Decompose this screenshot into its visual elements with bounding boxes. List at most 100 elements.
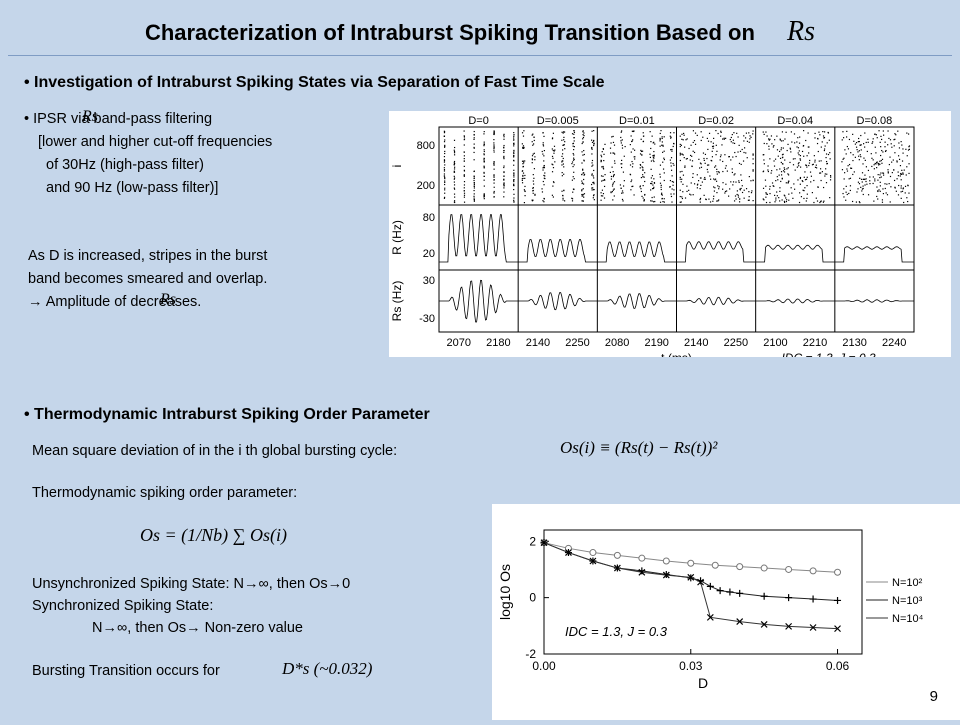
spike-dot [583, 196, 585, 198]
spike-dot [633, 156, 635, 158]
section1-heading: • Investigation of Intraburst Spiking St… [24, 74, 605, 91]
spike-dot [802, 189, 804, 191]
spike-dot [532, 153, 534, 155]
spike-dot [783, 167, 785, 169]
spike-dot [872, 182, 874, 185]
spike-dot [564, 200, 566, 202]
spike-dot [766, 193, 769, 195]
spike-dot [661, 141, 663, 143]
spike-dot [808, 152, 810, 154]
spike-dot [798, 201, 801, 204]
spike-dot [563, 173, 565, 175]
spike-dot [808, 146, 810, 148]
spike-dot [752, 163, 754, 165]
spike-dot [601, 180, 603, 182]
spike-dot [532, 174, 534, 176]
spike-dot [642, 135, 645, 137]
spike-dot [643, 199, 645, 202]
spike-dot [877, 174, 879, 176]
raster-dots [600, 130, 675, 203]
spike-dot [631, 179, 633, 181]
spike-dot [800, 166, 802, 168]
spike-dot [786, 168, 788, 170]
raster-dots [521, 130, 595, 204]
slide-title: Characterization of Intraburst Spiking T… [0, 16, 960, 48]
spike-dot [905, 148, 907, 150]
spike-dot [905, 174, 907, 176]
spike-dot [830, 176, 832, 178]
spike-dot [762, 198, 764, 200]
spike-dot [765, 196, 767, 198]
spike-dot [776, 176, 778, 178]
spike-dot [804, 179, 807, 181]
data-point [662, 571, 670, 579]
spike-dot [781, 178, 783, 180]
data-point [785, 565, 793, 573]
spike-dot [843, 196, 845, 198]
spike-dot [453, 149, 455, 151]
spike-dot [542, 145, 545, 147]
spike-dot [493, 190, 495, 193]
spike-dot [581, 182, 584, 184]
spike-dot [752, 170, 754, 172]
rate-trace [597, 241, 677, 263]
spike-dot [641, 166, 643, 168]
spike-dot [745, 188, 748, 190]
spike-dot [532, 186, 534, 189]
spike-dot [493, 145, 495, 147]
spike-dot [879, 163, 881, 165]
spike-dot [571, 200, 574, 202]
spike-dot [632, 148, 634, 150]
spike-dot [741, 148, 743, 151]
spike-dot [737, 136, 739, 138]
spike-dot [891, 161, 893, 163]
spike-dot [692, 150, 694, 152]
spike-dot [886, 194, 889, 196]
spike-dot [803, 197, 805, 200]
spike-dot [552, 196, 554, 198]
spike-dot [854, 156, 856, 158]
spike-dot [532, 192, 534, 194]
spike-dot [563, 143, 565, 146]
spike-dot [860, 186, 862, 188]
spike-dot [690, 182, 692, 184]
spike-dot [463, 169, 465, 171]
spike-dot [681, 133, 683, 135]
data-point [687, 573, 695, 581]
spike-dot [842, 192, 844, 195]
spike-dot [826, 173, 828, 175]
spike-dot [821, 141, 823, 143]
spike-dot [532, 189, 534, 192]
spike-dot [860, 156, 862, 158]
spike-dot [632, 130, 635, 132]
spike-dot [763, 159, 765, 161]
spike-dot [867, 194, 870, 196]
spike-dot [513, 201, 515, 203]
spike-dot [483, 143, 485, 145]
spike-dot [591, 139, 593, 141]
spike-dot [792, 164, 795, 166]
spike-dot [779, 168, 781, 170]
spike-dot [907, 133, 910, 135]
spike-dot [706, 164, 709, 166]
spike-dot [554, 149, 556, 151]
filtered-trace [518, 292, 598, 311]
spike-dot [714, 166, 716, 168]
spike-dot [872, 141, 874, 143]
spike-dot [573, 137, 575, 139]
data-point [785, 594, 793, 602]
spike-dot [572, 176, 574, 178]
spike-dot [591, 148, 593, 150]
spike-dot [882, 193, 885, 195]
spike-dot [660, 130, 662, 132]
spike-dot [660, 188, 662, 191]
spike-dot [895, 134, 897, 136]
spike-dot [562, 197, 564, 199]
spike-dot [901, 169, 903, 171]
spike-dot [765, 193, 767, 195]
spike-dot [892, 159, 894, 161]
column-label: D=0.01 [619, 115, 655, 127]
spike-dot [902, 187, 905, 189]
spike-dot [453, 150, 456, 153]
